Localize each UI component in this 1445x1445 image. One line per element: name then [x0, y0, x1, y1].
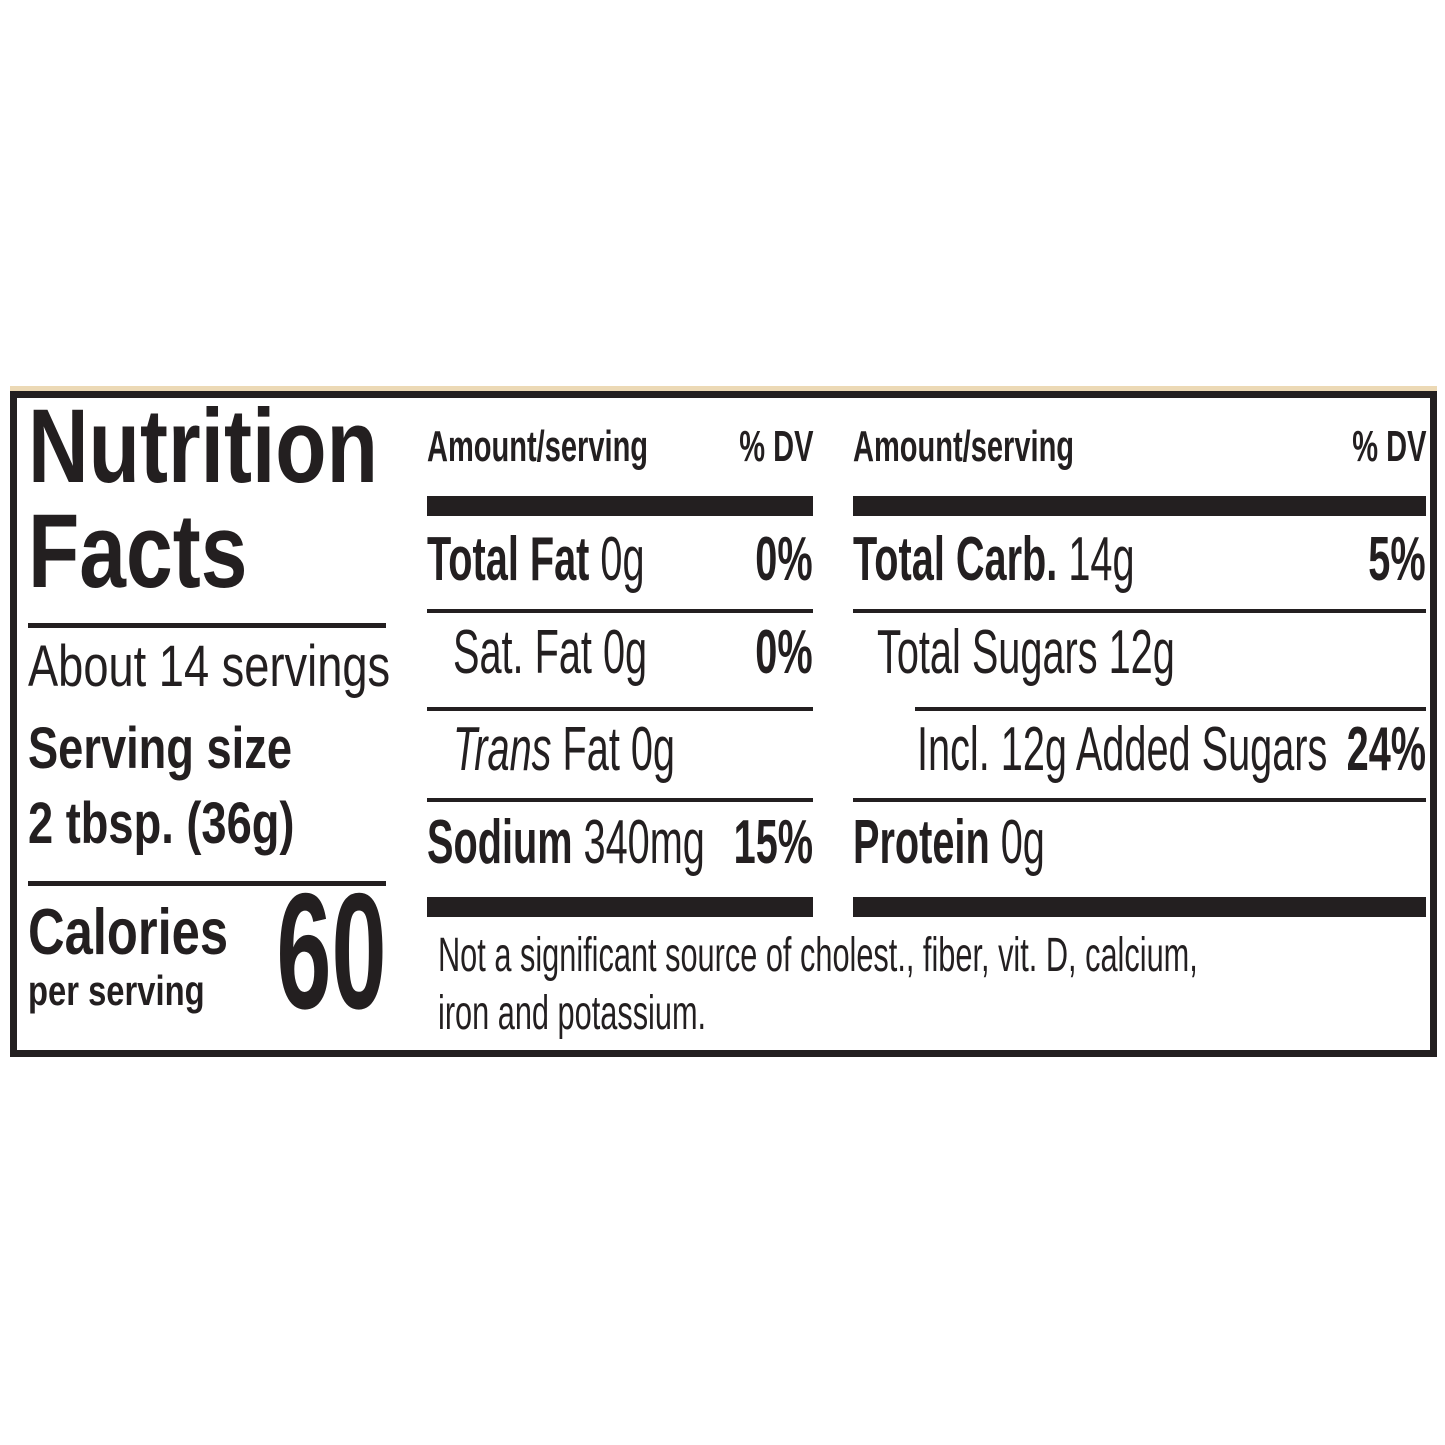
footnote: Not a significant source of cholest., fi… — [438, 927, 1445, 1043]
calories-label: Calories — [28, 895, 229, 968]
trans-fat-italic: Trans — [453, 715, 552, 784]
sodium-amount: 340mg — [572, 808, 705, 877]
col1-rule-2 — [427, 707, 813, 711]
col2-rule-1 — [853, 609, 1426, 613]
col1-row-total-fat: Total Fat 0g — [427, 529, 767, 591]
col2-row-total-carb: Total Carb. 14g — [853, 529, 1293, 591]
left-divider-rule-top — [28, 623, 386, 628]
col2-row-total-sugars: Total Sugars 12g — [877, 618, 1175, 687]
col1-row-trans-fat: Trans Fat 0g — [453, 719, 800, 781]
col2-header-amount: Amount/serving — [853, 422, 1075, 471]
footnote-line1: Not a significant source of cholest., fi… — [438, 929, 1198, 982]
protein-name: Protein — [853, 808, 990, 877]
col1-rule-1 — [427, 609, 813, 613]
calories-sublabel: per serving — [28, 967, 205, 1014]
total-carb-amount: 14g — [1057, 525, 1135, 594]
left-divider-rule-bottom — [28, 881, 386, 886]
col2-row-total-carb-dv: 5% — [1368, 525, 1426, 594]
nutrition-facts-label: Nutrition Facts About 14 servings Servin… — [10, 386, 1437, 1057]
col2-rule-2-indented — [915, 707, 1426, 711]
col1-row-sodium-dv: 15% — [733, 808, 813, 877]
protein-amount: 0g — [989, 808, 1045, 877]
footnote-line2: iron and potassium. — [438, 987, 707, 1040]
col2-rule-3 — [853, 798, 1426, 802]
label-title-line2-text: Facts — [28, 493, 248, 610]
serving-size-label: Serving size — [28, 716, 293, 781]
label-title-line2: Facts — [28, 499, 302, 604]
top-accent-strip — [10, 386, 1437, 391]
calories-value: 60 — [276, 859, 387, 1043]
col2-header-dv: % DV — [1351, 422, 1426, 471]
col2-row-added-sugars-dv: 24% — [1346, 715, 1426, 784]
col1-header-dv: % DV — [738, 422, 813, 471]
serving-size-value: 2 tbsp. (36g) — [28, 791, 295, 856]
total-fat-amount: 0g — [589, 525, 645, 594]
sodium-name: Sodium — [427, 808, 573, 877]
col2-bottom-bar — [853, 897, 1426, 917]
col2-row-protein: Protein 0g — [853, 812, 1153, 874]
col1-row-total-fat-dv: 0% — [755, 525, 813, 594]
col1-top-bar — [427, 496, 813, 516]
total-carb-name: Total Carb. — [853, 525, 1058, 594]
servings-count: About 14 servings — [28, 634, 391, 699]
label-title-line1-text: Nutrition — [28, 388, 378, 505]
col1-row-sat-fat-dv: 0% — [755, 618, 813, 687]
label-title-line1: Nutrition — [28, 394, 465, 499]
trans-fat-rest: Fat 0g — [551, 715, 676, 784]
col1-rule-3 — [427, 798, 813, 802]
col1-row-sat-fat: Sat. Fat 0g — [453, 618, 648, 687]
col2-row-added-sugars: Incl. 12g Added Sugars — [917, 715, 1328, 784]
col1-bottom-bar — [427, 897, 813, 917]
label-border-frame — [10, 391, 1437, 1057]
col2-top-bar — [853, 496, 1426, 516]
col1-row-sodium: Sodium 340mg — [427, 812, 861, 874]
col1-header-amount: Amount/serving — [427, 422, 649, 471]
total-fat-name: Total Fat — [427, 525, 590, 594]
